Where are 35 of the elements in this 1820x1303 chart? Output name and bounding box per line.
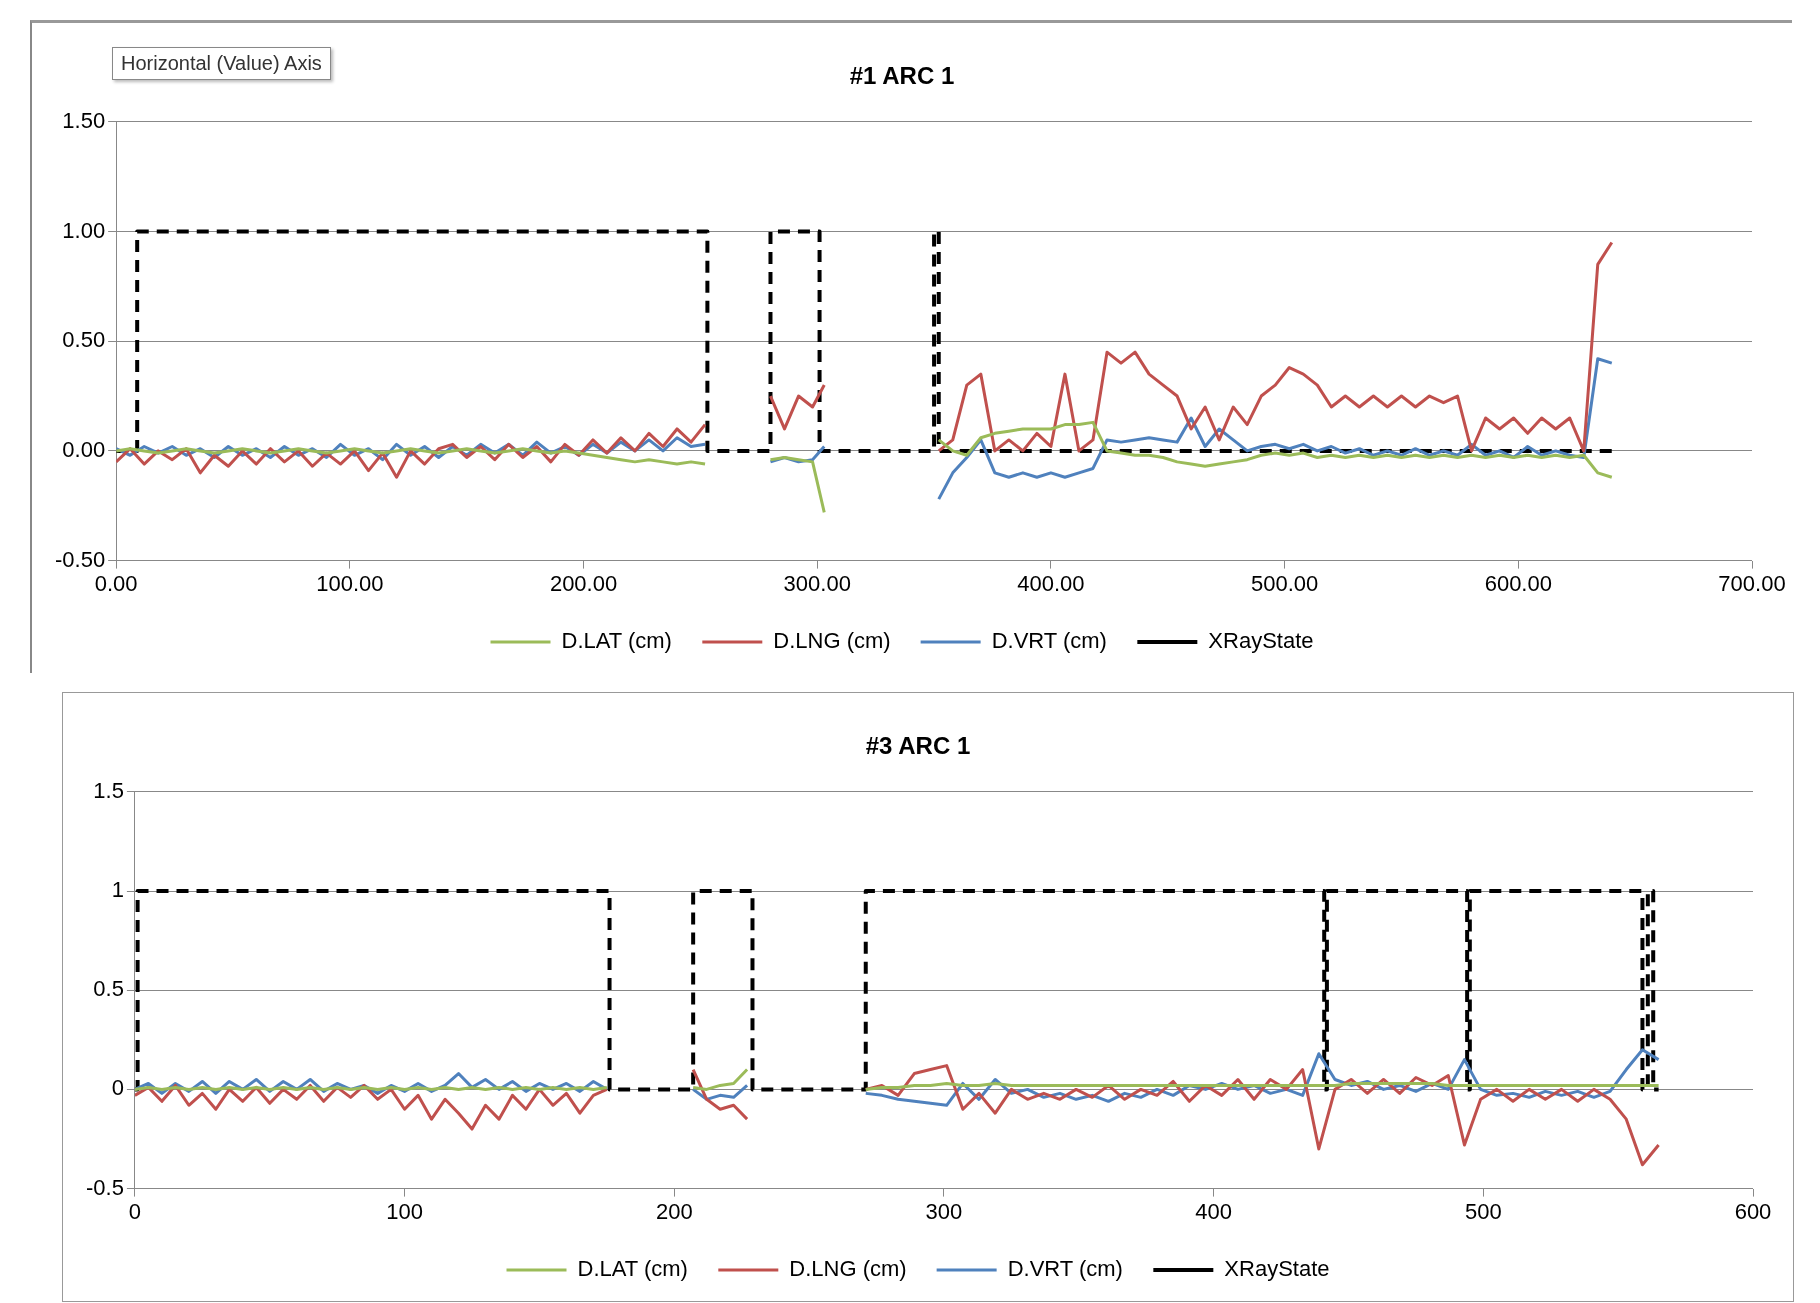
- legend-label: D.VRT (cm): [1007, 1256, 1123, 1282]
- x-tick-label: 300: [925, 1198, 963, 1224]
- x-tick-label: 0: [128, 1198, 142, 1224]
- legend-label: D.VRT (cm): [991, 628, 1107, 654]
- x-tick-label: 400.00: [1017, 570, 1085, 596]
- chart-title: #1 ARC 1: [849, 62, 955, 90]
- legend-label: XRayState: [1208, 628, 1314, 654]
- y-tick-label: 1.00: [62, 217, 106, 243]
- x-tick-label: 500: [1464, 1198, 1502, 1224]
- y-tick-label: -0.5: [85, 1174, 124, 1200]
- x-tick-label: 100: [386, 1198, 423, 1224]
- x-tick-label: 200: [655, 1198, 693, 1224]
- x-tick-label: 300.00: [783, 570, 851, 596]
- y-tick-label: 1.50: [62, 107, 106, 133]
- y-tick-label: 1: [111, 877, 124, 903]
- y-tick-label: -0.50: [54, 546, 106, 572]
- legend-label: D.LAT (cm): [561, 628, 672, 654]
- text: Horizontal (Value) Axis: [112, 47, 331, 80]
- y-tick-label: 0: [111, 1075, 124, 1101]
- x-tick-label: 200.00: [549, 570, 618, 596]
- legend-label: D.LNG (cm): [773, 628, 891, 654]
- x-tick-label: 600.00: [1484, 570, 1552, 596]
- y-tick-label: 1.5: [93, 777, 124, 803]
- x-tick-label: 100.00: [316, 570, 384, 596]
- chart-title: #3 ARC 1: [865, 732, 971, 760]
- x-tick-label: 700.00: [1718, 570, 1786, 596]
- x-tick-label: 500.00: [1250, 570, 1319, 596]
- legend-label: D.LAT (cm): [577, 1256, 688, 1282]
- legend-label: D.LNG (cm): [789, 1256, 907, 1282]
- x-tick-label: 400: [1195, 1198, 1232, 1224]
- x-tick-label: 600: [1734, 1198, 1772, 1224]
- legend-label: XRayState: [1224, 1256, 1330, 1282]
- y-tick-label: 0.00: [62, 436, 106, 462]
- y-tick-label: 0.50: [62, 327, 106, 353]
- y-tick-label: 0.5: [93, 976, 124, 1002]
